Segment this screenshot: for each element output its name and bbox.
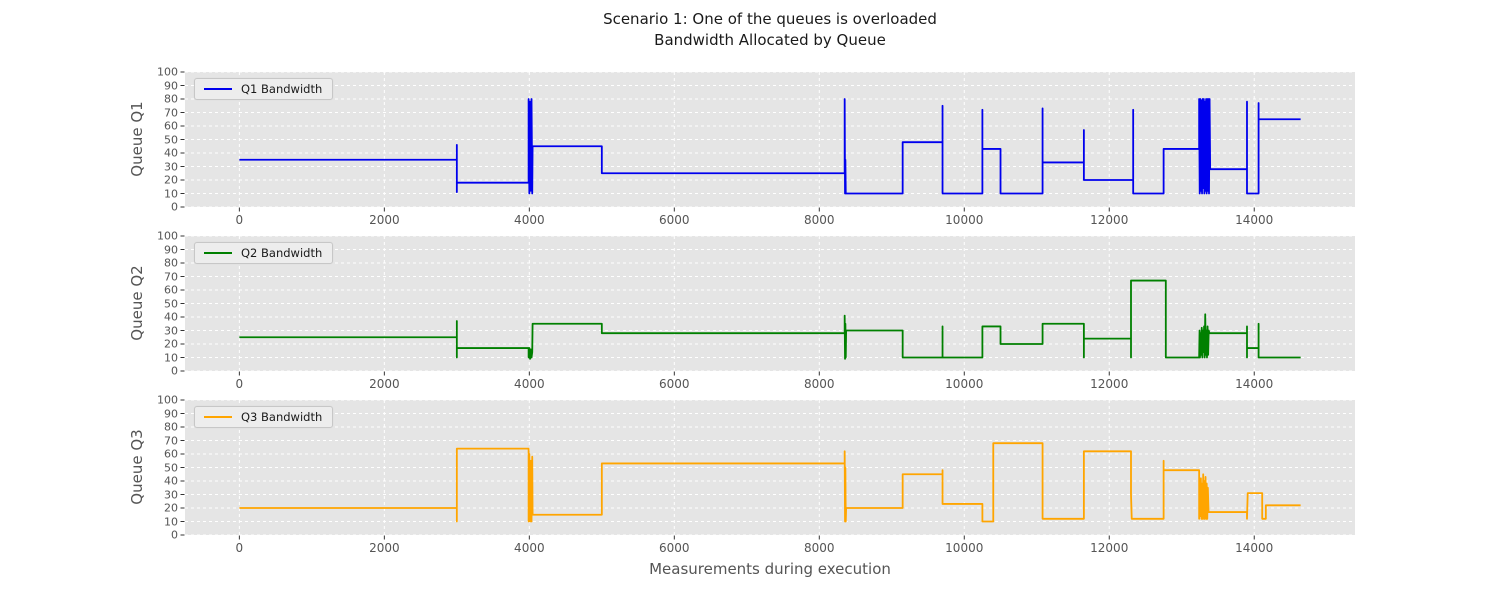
subplot-q3: Queue Q3 0 10 20 30 40 50 60 70 80 90 100 Q3 Bandw…	[0, 394, 1500, 565]
y-tick-label: 30	[164, 160, 178, 173]
y-tick-label: 50	[164, 297, 178, 310]
y-tick-label: 20	[164, 173, 178, 187]
legend-label-q3: Q3 Bandwidth	[241, 410, 323, 424]
x-tick-label: 14000	[1235, 377, 1274, 391]
x-tick-labels-q2: 0 2000 4000 6000 8000 10000 12000 14000	[185, 373, 1355, 399]
legend-line-sample-q3	[204, 416, 232, 418]
x-tick-label: 0	[235, 213, 244, 227]
plot-area-q3: Q3 Bandwidth	[180, 399, 1355, 540]
y-tick-label: 10	[164, 187, 178, 200]
legend-q2: Q2 Bandwidth	[194, 242, 334, 264]
y-tick-label: 0	[171, 200, 178, 214]
y-tick-label: 10	[164, 515, 178, 528]
y-tick-label: 10	[164, 351, 178, 364]
legend-line-sample-q1	[204, 88, 232, 90]
x-tick-label: 2000	[369, 541, 400, 555]
x-tick-label: 14000	[1235, 213, 1274, 227]
x-tick-labels-q3: 0 2000 4000 6000 8000 10000 12000 14000	[185, 537, 1355, 563]
y-tick-label: 30	[164, 488, 178, 501]
y-tick-label: 90	[164, 79, 178, 92]
y-tick-labels-q2: 0 10 20 30 40 50 60 70 80 90 100	[143, 230, 178, 378]
y-tick-labels-q3: 0 10 20 30 40 50 60 70 80 90 100	[143, 394, 178, 542]
legend-label-q1: Q1 Bandwidth	[241, 82, 323, 96]
legend-line-sample-q2	[204, 252, 232, 254]
chart-title-line1: Scenario 1: One of the queues is overloa…	[603, 10, 937, 28]
y-tick-label: 40	[164, 146, 178, 160]
plot-canvas-q2	[180, 235, 1355, 376]
y-tick-label: 100	[157, 229, 178, 243]
y-tick-label: 70	[164, 434, 178, 447]
y-tick-label: 70	[164, 270, 178, 283]
plot-area-q1: Q1 Bandwidth	[180, 71, 1355, 212]
y-tick-label: 50	[164, 461, 178, 474]
y-tick-label: 20	[164, 337, 178, 351]
x-tick-label: 4000	[514, 377, 545, 391]
y-tick-label: 40	[164, 310, 178, 324]
y-tick-label: 80	[164, 420, 178, 434]
plot-canvas-q1	[180, 71, 1355, 212]
y-tick-label: 0	[171, 528, 178, 542]
y-tick-label: 100	[157, 393, 178, 407]
y-tick-label: 80	[164, 92, 178, 106]
legend-q1: Q1 Bandwidth	[194, 78, 334, 100]
legend-q3: Q3 Bandwidth	[194, 406, 334, 428]
legend-label-q2: Q2 Bandwidth	[241, 246, 323, 260]
series-line-q3	[239, 442, 1301, 523]
y-tick-label: 70	[164, 106, 178, 119]
y-tick-label: 20	[164, 501, 178, 515]
x-tick-label: 8000	[804, 377, 835, 391]
subplot-q1: Queue Q1 0 10 20 30 40 50 60 70 80 90 100 Q1 Bandw…	[0, 66, 1500, 237]
y-tick-label: 90	[164, 243, 178, 256]
x-tick-labels-q1: 0 2000 4000 6000 8000 10000 12000 14000	[185, 209, 1355, 235]
y-tick-label: 0	[171, 364, 178, 378]
x-tick-label: 14000	[1235, 541, 1274, 555]
x-tick-label: 10000	[945, 213, 984, 227]
x-tick-label: 6000	[659, 213, 690, 227]
chart-title: Scenario 1: One of the queues is overloa…	[185, 9, 1355, 51]
y-tick-label: 60	[164, 447, 178, 461]
x-tick-label: 10000	[945, 377, 984, 391]
y-tick-label: 60	[164, 283, 178, 297]
y-tick-label: 80	[164, 256, 178, 270]
y-tick-label: 50	[164, 133, 178, 146]
x-tick-label: 2000	[369, 377, 400, 391]
x-tick-label: 12000	[1090, 213, 1129, 227]
x-tick-label: 0	[235, 377, 244, 391]
plot-area-q2: Q2 Bandwidth	[180, 235, 1355, 376]
x-tick-label: 2000	[369, 213, 400, 227]
y-tick-label: 30	[164, 324, 178, 337]
y-tick-label: 60	[164, 119, 178, 133]
x-tick-label: 6000	[659, 541, 690, 555]
y-tick-labels-q1: 0 10 20 30 40 50 60 70 80 90 100	[143, 66, 178, 214]
x-axis-label: Measurements during execution	[649, 560, 891, 578]
y-tick-label: 100	[157, 65, 178, 79]
plot-canvas-q3	[180, 399, 1355, 540]
x-tick-label: 4000	[514, 213, 545, 227]
x-tick-label: 0	[235, 541, 244, 555]
x-tick-label: 12000	[1090, 541, 1129, 555]
subplot-q2: Queue Q2 0 10 20 30 40 50 60 70 80 90 100 Q2 Bandw…	[0, 230, 1500, 401]
series-line-q1	[239, 98, 1301, 195]
y-tick-label: 40	[164, 474, 178, 488]
x-tick-label: 8000	[804, 213, 835, 227]
chart-title-line2: Bandwidth Allocated by Queue	[654, 31, 886, 49]
y-tick-label: 90	[164, 407, 178, 420]
x-tick-label: 8000	[804, 541, 835, 555]
x-tick-label: 6000	[659, 377, 690, 391]
series-line-q2	[239, 279, 1301, 360]
x-tick-label: 12000	[1090, 377, 1129, 391]
x-tick-label: 10000	[945, 541, 984, 555]
x-tick-label: 4000	[514, 541, 545, 555]
